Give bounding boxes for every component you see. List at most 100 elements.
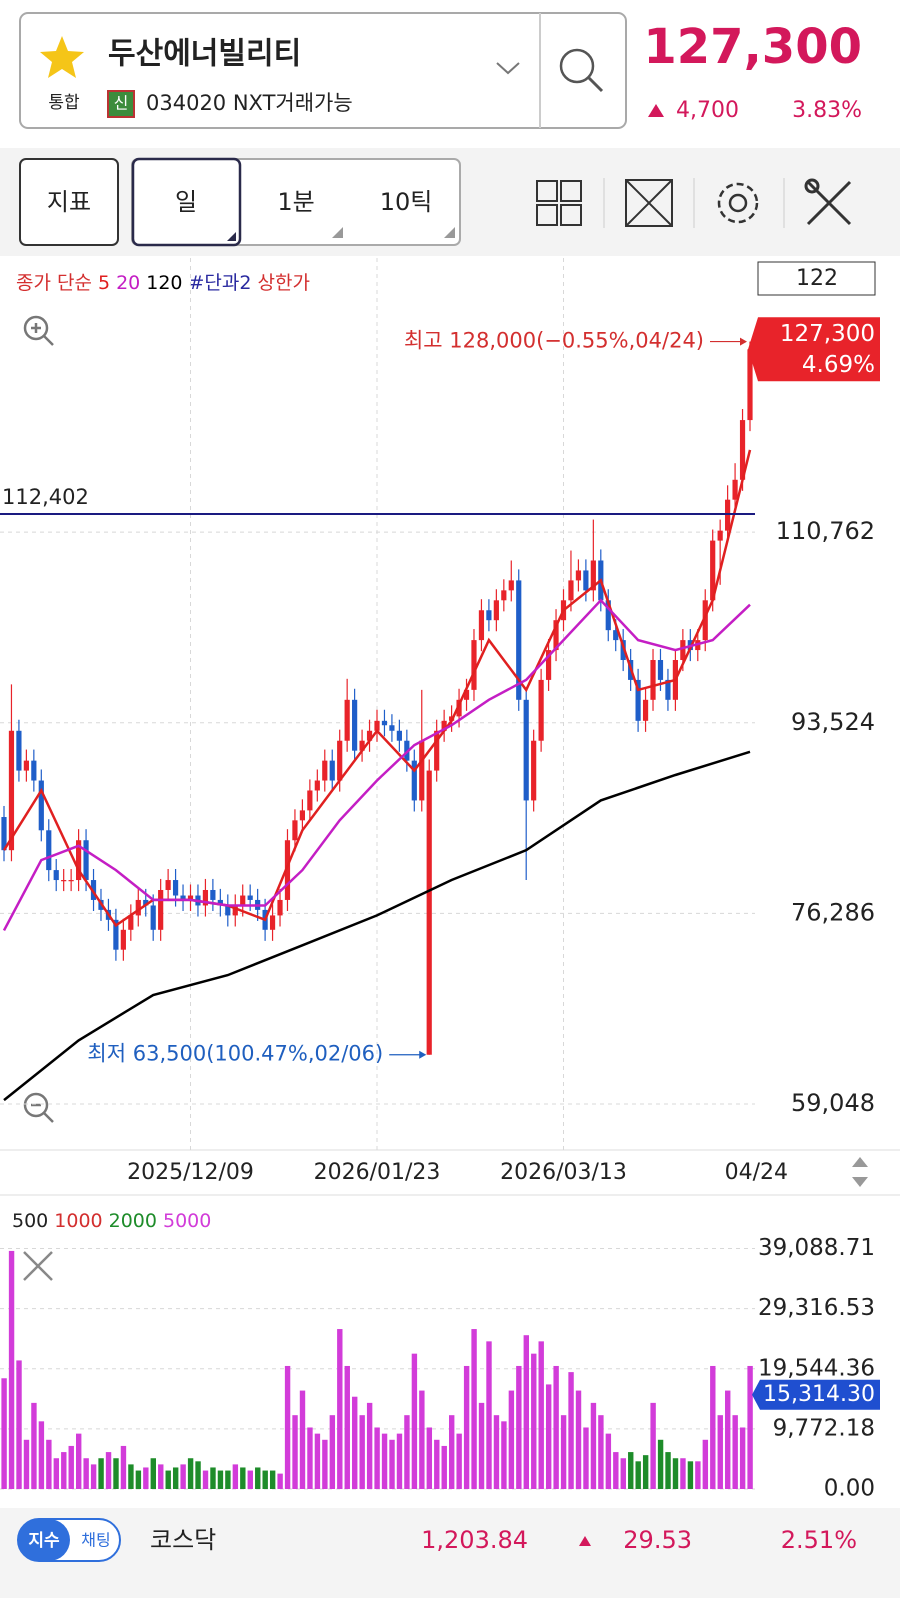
candle-body — [710, 540, 716, 601]
volume-bar — [128, 1464, 134, 1489]
candle-body — [23, 760, 29, 771]
volume-bar — [98, 1458, 104, 1489]
index-value: 1,203.84 — [421, 1526, 528, 1554]
candle-body — [53, 870, 59, 881]
candle-body — [486, 610, 492, 621]
active-tab[interactable] — [18, 1519, 70, 1561]
candle-body — [135, 899, 141, 916]
volume-bar — [553, 1365, 559, 1489]
volume-bar — [8, 1250, 15, 1489]
button-label: 일 — [175, 188, 197, 216]
candle-body — [76, 840, 82, 881]
volume-bar — [83, 1458, 89, 1489]
volume-bar — [389, 1439, 395, 1489]
volume-bar — [545, 1384, 552, 1489]
market-label: 통합 — [48, 93, 80, 113]
volume-bar — [613, 1452, 619, 1489]
candle-body — [83, 840, 89, 881]
favorite-star[interactable] — [40, 36, 84, 78]
up-triangle — [579, 1536, 591, 1546]
index-name: 코스닥 — [150, 1526, 216, 1554]
candle-body — [613, 630, 619, 641]
volume-bar — [449, 1415, 455, 1489]
volume-bar — [426, 1427, 433, 1489]
moving-average — [2, 598, 751, 931]
volume-bar — [53, 1458, 60, 1489]
candle-body — [366, 730, 373, 741]
volume-bar — [135, 1470, 142, 1489]
layout-button[interactable] — [536, 180, 582, 226]
volume-bar — [314, 1433, 321, 1489]
button-label[interactable]: 10틱 — [380, 188, 433, 216]
candle-body — [314, 780, 320, 791]
volume-bar — [717, 1415, 723, 1489]
volume-bar — [605, 1433, 612, 1489]
y-tick-label: 59,048 — [791, 1089, 875, 1117]
volume-bar — [463, 1365, 470, 1489]
credit-badge: 신 — [114, 94, 129, 113]
scroll-arrows[interactable] — [852, 1157, 868, 1187]
indicator-button[interactable] — [19, 158, 119, 246]
volume-bar — [158, 1464, 164, 1489]
volume-bar — [635, 1461, 641, 1489]
moving-average — [2, 449, 752, 928]
volume-bar — [344, 1365, 350, 1489]
candle-body — [344, 699, 350, 741]
candle-body — [419, 740, 425, 801]
volume-bar — [165, 1470, 171, 1489]
volume-bar — [284, 1365, 291, 1489]
volume-bar — [478, 1402, 485, 1489]
candle-body — [322, 760, 328, 781]
price-change: 4,700 — [676, 98, 739, 123]
volume-bar — [187, 1458, 194, 1489]
legend-item: 1000 — [54, 1210, 102, 1232]
volume-bar — [150, 1458, 156, 1489]
close-volume[interactable] — [23, 1251, 53, 1281]
volume-bar — [247, 1470, 253, 1489]
volume-bar — [269, 1470, 276, 1489]
volume-bar — [240, 1467, 246, 1489]
day-button[interactable] — [131, 157, 242, 247]
volume-bar — [299, 1390, 306, 1489]
legend: 종가 단순 5 20 120 #단과2 상한가 — [16, 272, 310, 294]
expand-button[interactable] — [625, 179, 673, 227]
candle-body — [143, 899, 149, 906]
volume-bar — [329, 1415, 336, 1489]
candle-body — [150, 905, 156, 930]
candle-body — [165, 880, 171, 890]
volume-bar — [76, 1433, 82, 1489]
volume-bar — [598, 1415, 604, 1489]
y-tick-label: 9,772.18 — [773, 1415, 875, 1441]
stock-code: 034020 NXT거래가능 — [146, 91, 353, 115]
button-label[interactable]: 1분 — [277, 188, 314, 216]
volume-bar — [381, 1433, 388, 1489]
note-arrowhead — [419, 1050, 427, 1059]
price-axis-area — [755, 258, 900, 1150]
zoom-out[interactable] — [23, 1092, 54, 1123]
volume-bar — [90, 1464, 97, 1489]
volume-bar — [307, 1427, 313, 1489]
candle-body — [620, 640, 626, 661]
candle-body — [38, 780, 44, 831]
candle-body — [739, 420, 746, 480]
tools-button[interactable] — [804, 178, 852, 226]
candle-body — [590, 560, 596, 591]
note-arrowhead — [740, 337, 747, 346]
candle-body — [128, 915, 134, 930]
stock-selector[interactable] — [19, 12, 627, 129]
candle-body — [411, 760, 417, 801]
settings-button[interactable] — [717, 182, 759, 224]
candle-body — [232, 905, 238, 916]
candle-body — [202, 889, 209, 906]
volume-bar — [516, 1365, 522, 1489]
dropdown-arrow[interactable] — [496, 62, 520, 75]
zoom-in[interactable] — [23, 315, 54, 346]
candle-body — [240, 895, 246, 906]
tab-label[interactable]: 채팅 — [81, 1531, 110, 1550]
volume-bar — [255, 1467, 261, 1489]
volume-bar — [538, 1341, 544, 1489]
index-change-pct: 2.51% — [781, 1526, 857, 1554]
volume-bar — [732, 1415, 738, 1489]
current-price: 127,300 — [643, 19, 862, 75]
search-button[interactable] — [559, 48, 604, 93]
